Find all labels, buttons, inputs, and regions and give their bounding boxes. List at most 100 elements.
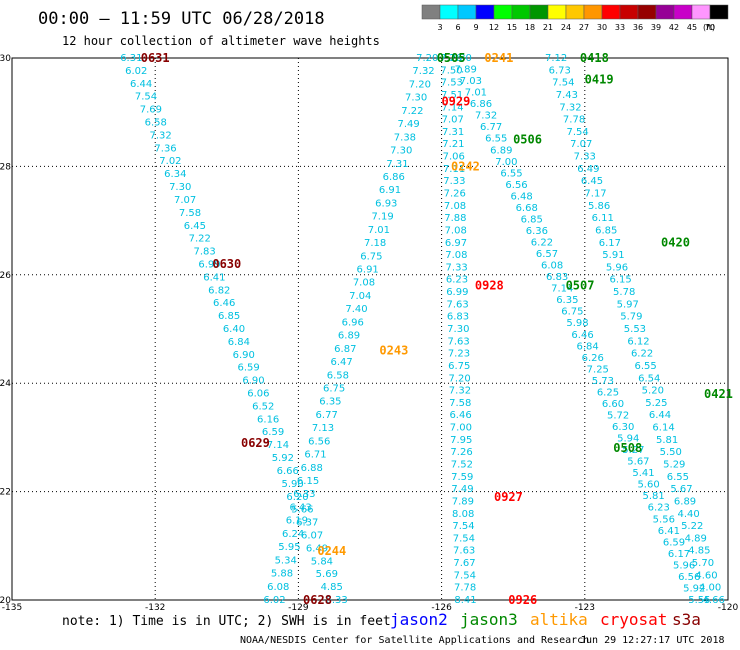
footnote: note: 1) Time is in UTC; 2) SWH is in fe… [62, 614, 391, 629]
wave-height-value: 5.78 [613, 287, 635, 298]
wave-height-value: 5.69 [316, 569, 338, 580]
wave-height-value: 5.67 [670, 484, 692, 495]
wave-height-value: 5.29 [663, 460, 685, 471]
pass-id-label: 0508 [613, 441, 642, 455]
wave-height-value: 7.00 [450, 423, 472, 434]
wave-height-value: 6.91 [379, 185, 401, 196]
wave-height-value: 5.60 [637, 480, 659, 491]
colorbar-swatch [619, 4, 639, 20]
wave-height-value: 7.50 [440, 65, 462, 76]
wave-height-value: 7.54 [552, 78, 574, 89]
wave-height-value: 6.06 [247, 389, 269, 400]
wave-height-value: 6.44 [649, 410, 671, 421]
wave-height-value: 7.02 [159, 156, 181, 167]
wave-height-value: 6.33 [325, 595, 347, 606]
wave-height-value: 5.50 [660, 447, 682, 458]
wave-height-value: 6.02 [125, 66, 147, 77]
wave-height-value: 5.20 [642, 386, 664, 397]
wave-height-value: 6.89 [490, 145, 512, 156]
wave-height-value: 6.30 [612, 422, 634, 433]
wave-height-value: 6.49 [306, 543, 328, 554]
wave-height-value: 6.52 [252, 401, 274, 412]
wave-height-value: 6.55 [667, 472, 689, 483]
x-tick-label: -129 [288, 603, 309, 613]
wave-height-value: 7.78 [563, 115, 585, 126]
wave-height-value: 5.98 [566, 318, 588, 329]
legend-cryosat: cryosat [600, 610, 667, 629]
pass-id-label: 0241 [484, 51, 513, 65]
wave-height-colorbar: 3 6 9 12 15 18 21 24 27 30 33 36 39 42 45 70 [421, 4, 729, 32]
wave-height-value: 7.01 [368, 225, 390, 236]
wave-height-value: 7.89 [455, 65, 477, 76]
wave-height-value: 6.08 [541, 261, 563, 272]
pass-id-label: 0929 [441, 94, 470, 108]
wave-height-value: 6.19 [286, 516, 308, 527]
y-tick-label: 30 [0, 54, 11, 64]
wave-height-value: 6.46 [213, 298, 235, 309]
wave-height-value: 6.75 [448, 361, 470, 372]
colorbar-tick: 33 [615, 23, 625, 32]
wave-height-value: 7.52 [451, 460, 473, 471]
wave-height-value: 5.94 [617, 434, 639, 445]
wave-height-value: 8.08 [452, 509, 474, 520]
wave-height-value: 6.46 [449, 410, 471, 421]
wave-height-value: 7.54 [453, 533, 475, 544]
colorbar-tick: 21 [543, 23, 553, 32]
colorbar-swatch [565, 4, 585, 20]
wave-height-value: 7.58 [179, 208, 201, 219]
plot-area [11, 57, 729, 601]
wave-height-value: 5.86 [588, 201, 610, 212]
wave-height-value: 4.00 [699, 583, 721, 594]
pass-id-label: 0928 [475, 279, 504, 293]
wave-height-value: 7.58 [449, 398, 471, 409]
wave-height-value: 6.75 [561, 307, 583, 318]
pass-id-label: 0507 [566, 279, 595, 293]
wave-height-value: 6.56 [678, 572, 700, 583]
wave-height-value: 6.90 [242, 376, 264, 387]
colorbar-unit: (ft) [703, 23, 715, 32]
wave-height-value: 5.70 [692, 558, 714, 569]
wave-height-value: 6.14 [652, 423, 674, 434]
wave-height-value: 7.78 [454, 583, 476, 594]
wave-height-value: 6.59 [262, 427, 284, 438]
wave-height-value: 5.97 [617, 299, 639, 310]
wave-height-value: 7.54 [452, 521, 474, 532]
wave-height-value: 6.97 [445, 238, 467, 249]
pass-id-label: 0631 [141, 51, 170, 65]
wave-height-value: 7.31 [386, 159, 408, 170]
wave-height-value: 7.20 [448, 373, 470, 384]
x-tick-label: -135 [2, 603, 22, 613]
wave-height-value: 6.59 [237, 363, 259, 374]
legend-s3a: s3a [672, 610, 701, 629]
wave-height-value: 6.91 [357, 265, 379, 276]
wave-height-value: 7.36 [154, 143, 176, 154]
wave-height-value: 7.26 [444, 189, 466, 200]
wave-height-value: 7.33 [446, 262, 468, 273]
wave-height-value: 6.96 [342, 317, 364, 328]
wave-height-value: 4.85 [688, 546, 710, 557]
wave-height-value: 7.32 [412, 66, 434, 77]
wave-height-value: 6.17 [668, 549, 690, 560]
wave-height-value: 7.25 [587, 364, 609, 375]
wave-height-value: 6.82 [208, 285, 230, 296]
wave-height-value: 5.95 [278, 542, 300, 553]
colorbar-swatch [691, 4, 711, 20]
wave-height-value: 6.85 [595, 225, 617, 236]
x-tick-label: -126 [431, 603, 452, 613]
wave-height-value: 6.75 [360, 251, 382, 262]
wave-height-value: 5.56 [653, 514, 675, 525]
pass-id-label: 0242 [451, 159, 480, 173]
wave-height-value: 5.92 [683, 583, 705, 594]
wave-height-value: 7.20 [409, 79, 431, 90]
pass-id-label: 0506 [513, 132, 542, 146]
y-tick-label: 20 [0, 596, 11, 606]
wave-height-value: 7.01 [465, 88, 487, 99]
wave-height-value: 6.77 [316, 410, 338, 421]
wave-height-value: 6.35 [319, 397, 341, 408]
wave-height-value: 7.95 [450, 435, 472, 446]
wave-height-value: 5.22 [681, 521, 703, 532]
wave-height-value: 6.47 [330, 357, 352, 368]
wave-height-value: 7.00 [495, 157, 517, 168]
colorbar-swatch [583, 4, 603, 20]
colorbar-swatch [547, 4, 567, 20]
